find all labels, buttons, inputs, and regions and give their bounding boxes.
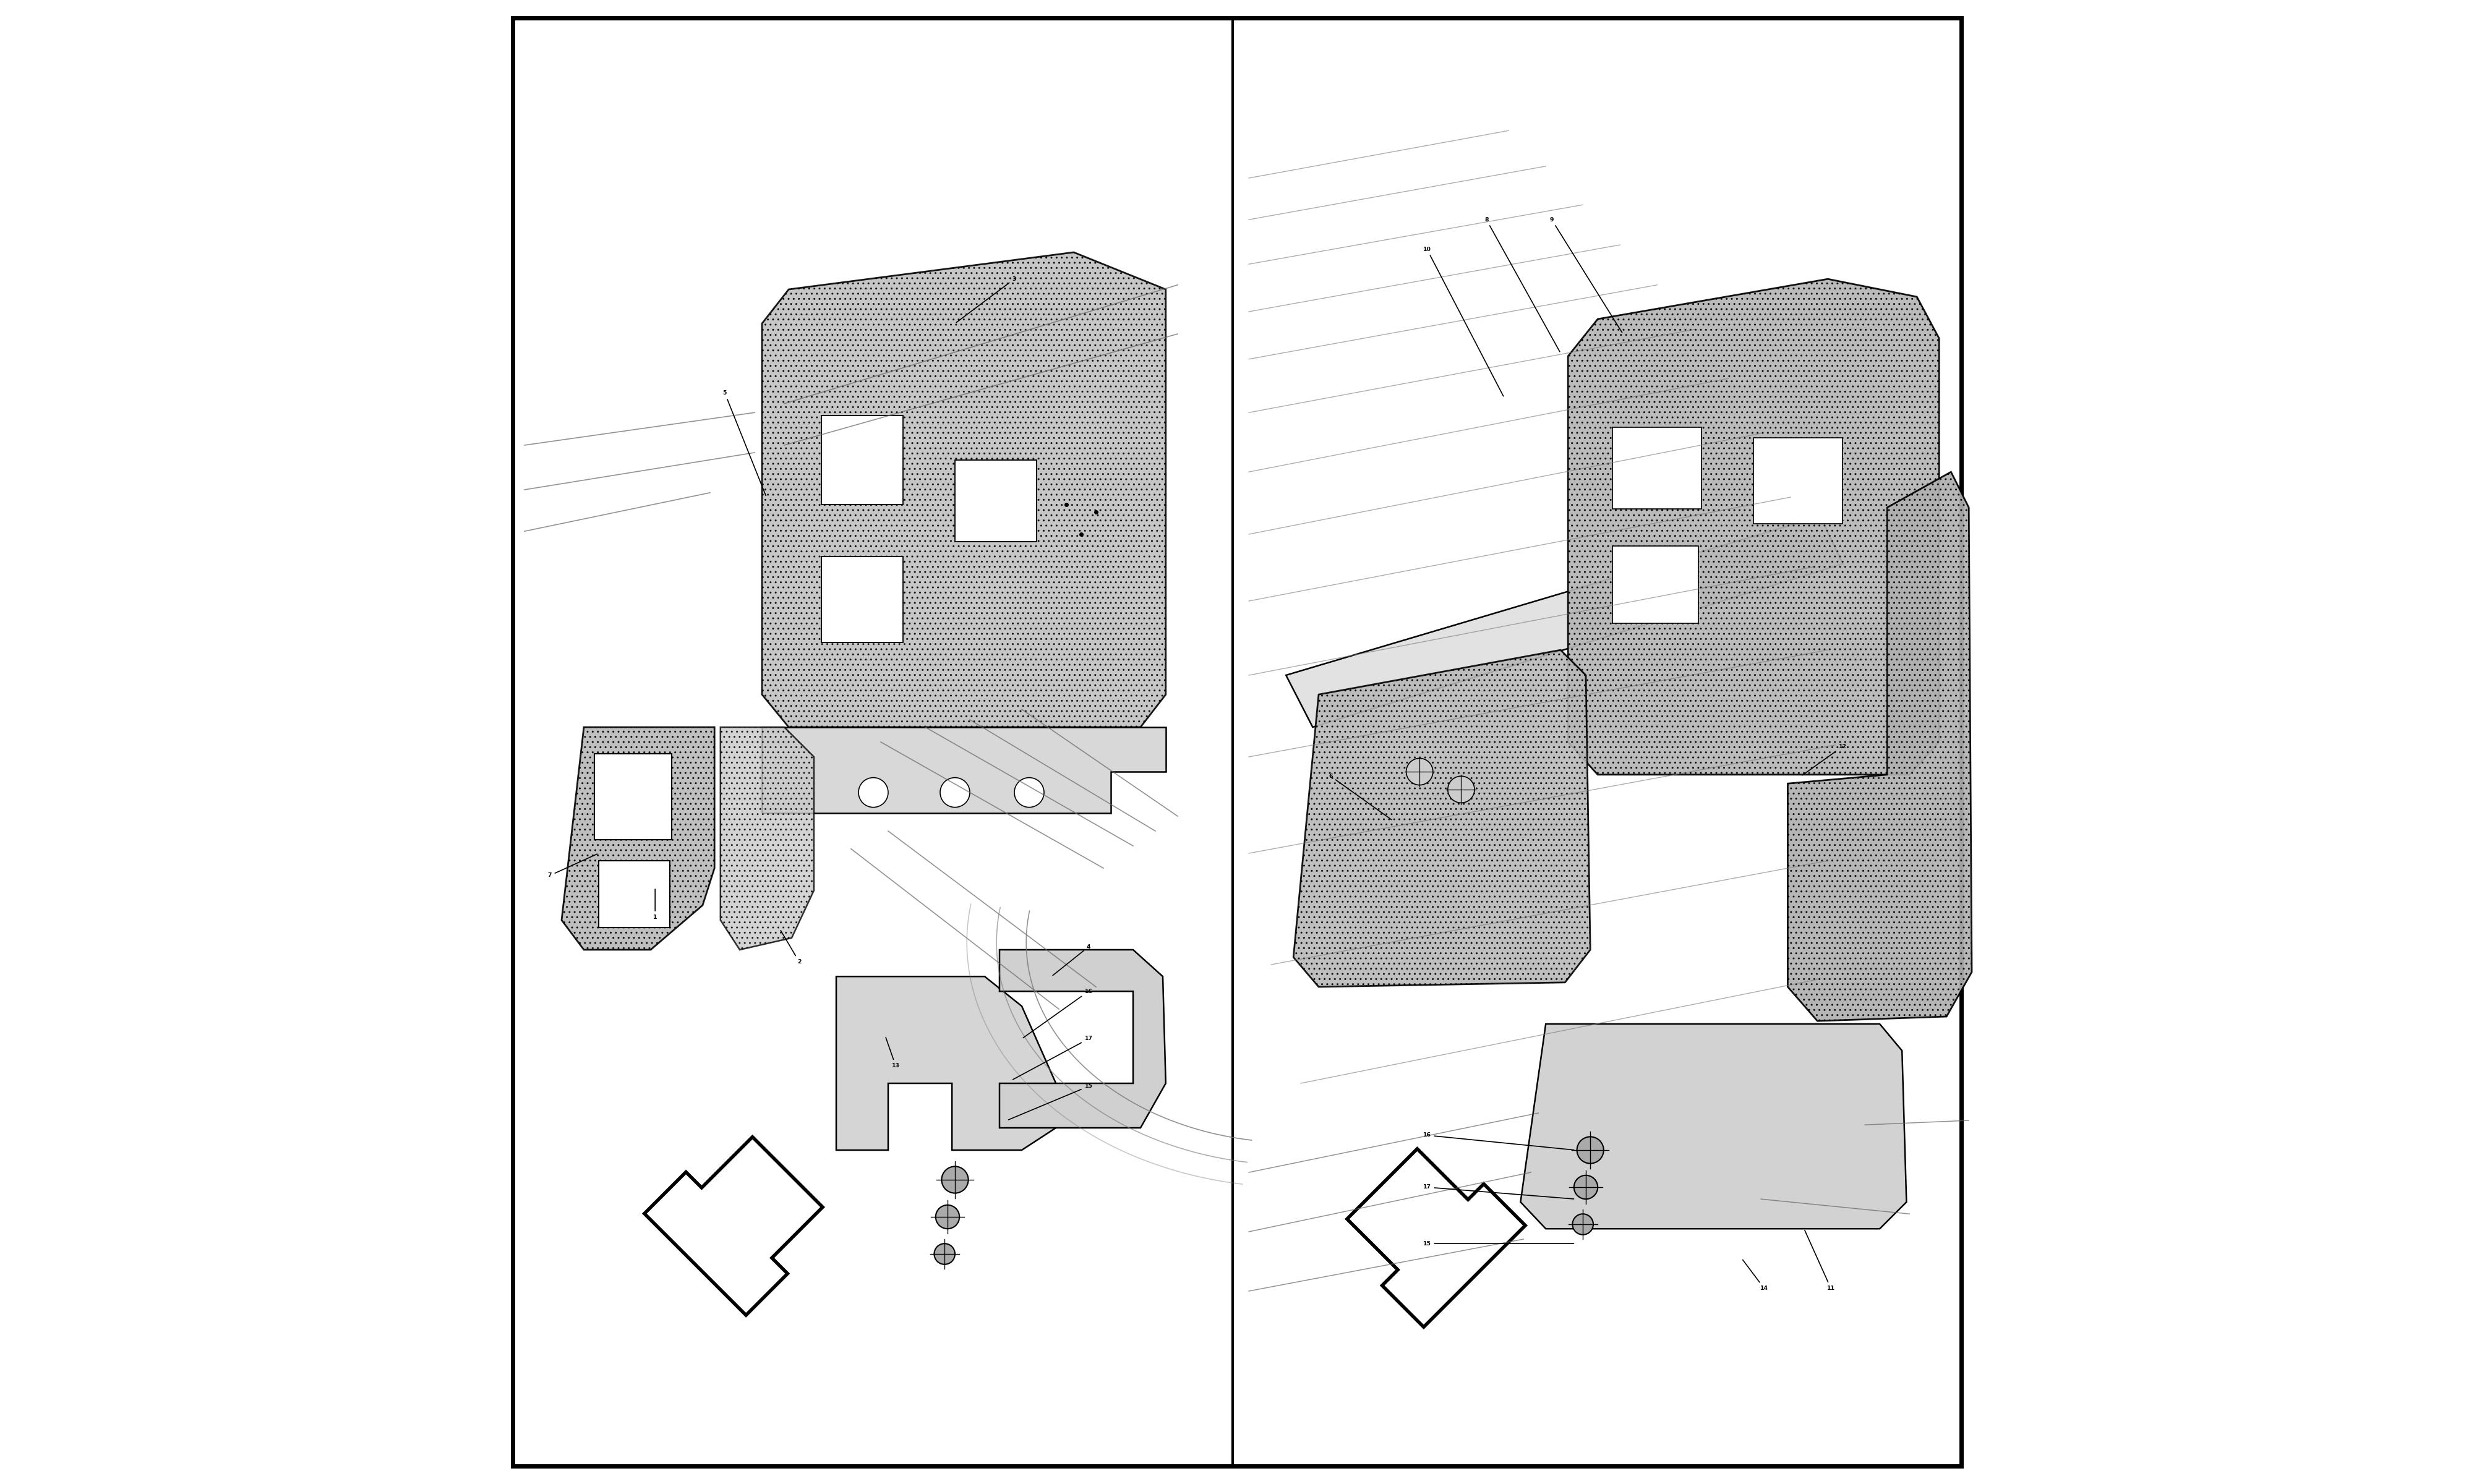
Text: 3: 3 <box>957 276 1017 322</box>
Text: 1: 1 <box>653 889 658 920</box>
Polygon shape <box>836 976 1056 1150</box>
Polygon shape <box>1294 650 1591 987</box>
Text: 15: 15 <box>1423 1241 1573 1247</box>
Text: 7: 7 <box>547 853 596 879</box>
Polygon shape <box>762 252 1165 727</box>
Text: 15: 15 <box>1009 1083 1094 1120</box>
Bar <box>594 754 670 840</box>
Text: 4: 4 <box>1054 944 1091 975</box>
Text: 16: 16 <box>1423 1132 1573 1150</box>
Bar <box>1754 438 1843 524</box>
Text: 14: 14 <box>1742 1260 1769 1291</box>
Polygon shape <box>1346 1149 1526 1327</box>
Circle shape <box>940 778 970 807</box>
Bar <box>599 861 670 927</box>
Polygon shape <box>1789 472 1972 1021</box>
Text: 17: 17 <box>1423 1184 1573 1199</box>
Polygon shape <box>1286 516 1843 727</box>
Polygon shape <box>762 727 1165 813</box>
Circle shape <box>935 1244 955 1264</box>
Text: 6: 6 <box>1329 773 1390 819</box>
Circle shape <box>1405 758 1432 785</box>
Polygon shape <box>643 1137 824 1315</box>
Bar <box>1613 427 1702 509</box>
Text: 10: 10 <box>1423 246 1504 396</box>
Circle shape <box>1014 778 1044 807</box>
Bar <box>821 556 903 643</box>
Polygon shape <box>562 727 715 950</box>
Bar <box>1613 546 1700 623</box>
Text: 5: 5 <box>722 390 767 496</box>
Text: 17: 17 <box>1012 1036 1094 1079</box>
Polygon shape <box>1569 279 1940 775</box>
Polygon shape <box>720 727 814 950</box>
Bar <box>955 460 1037 542</box>
Text: 13: 13 <box>886 1037 901 1068</box>
Circle shape <box>943 1166 967 1193</box>
Circle shape <box>1576 1137 1603 1163</box>
Polygon shape <box>999 950 1165 1128</box>
Circle shape <box>935 1205 960 1229</box>
Bar <box>821 416 903 505</box>
Circle shape <box>1447 776 1475 803</box>
Text: 11: 11 <box>1804 1230 1836 1291</box>
Polygon shape <box>1522 1024 1907 1229</box>
Circle shape <box>858 778 888 807</box>
Text: 16: 16 <box>1024 988 1094 1037</box>
Text: 12: 12 <box>1804 743 1846 775</box>
Circle shape <box>1573 1175 1598 1199</box>
Text: 9: 9 <box>1549 217 1623 332</box>
Circle shape <box>1573 1214 1593 1235</box>
Text: 8: 8 <box>1484 217 1559 352</box>
Text: 2: 2 <box>782 930 802 965</box>
